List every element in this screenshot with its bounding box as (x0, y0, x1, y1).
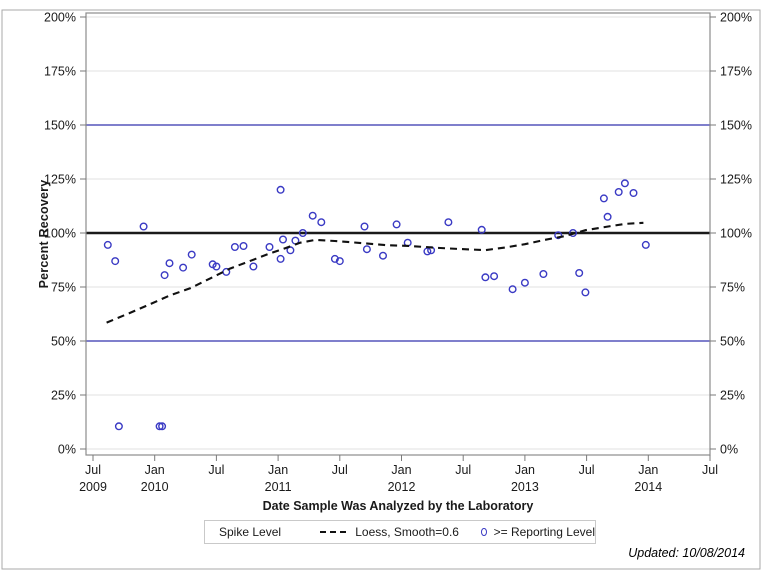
legend-loess-label: Loess, Smooth=0.6 (355, 525, 459, 539)
plot-frame (85, 12, 711, 456)
circle-marker-icon (480, 528, 487, 536)
legend-spike-level-label: Spike Level (219, 525, 282, 539)
scatter-point (362, 245, 371, 254)
scatter-point (629, 188, 638, 197)
scatter-point (276, 254, 285, 263)
scatter-point (308, 211, 317, 220)
x-tick-label-month: Jan (515, 463, 535, 477)
scatter-point (165, 259, 174, 268)
y-tick-label-left: 125% (44, 173, 76, 187)
y-tick-label-right: 200% (720, 11, 752, 25)
x-tick-label-month: Jan (391, 463, 411, 477)
scatter-point (603, 212, 612, 221)
scatter-point (212, 262, 221, 271)
loess-curve (106, 221, 644, 324)
y-tick-label-right: 50% (720, 335, 745, 349)
scatter-point (520, 278, 529, 287)
x-tick-label-month: Jul (208, 463, 224, 477)
scatter-point (581, 288, 590, 297)
x-tick-label-year: 2014 (634, 480, 662, 494)
scatter-point (360, 222, 369, 231)
scatter-point (641, 240, 650, 249)
scatter-point (477, 225, 486, 234)
y-tick-label-right: 175% (720, 65, 752, 79)
scatter-point (179, 263, 188, 272)
scatter-point (330, 254, 339, 263)
scatter-point (620, 179, 629, 188)
scatter-point (392, 220, 401, 229)
x-tick-label-year: 2009 (79, 480, 107, 494)
y-tick-label-right: 125% (720, 173, 752, 187)
scatter-point (554, 231, 563, 240)
y-tick-label-left: 25% (51, 389, 76, 403)
x-tick-label-month: Jan (638, 463, 658, 477)
scatter-point (158, 422, 167, 431)
x-tick-label-year: 2010 (141, 480, 169, 494)
scatter-point (490, 272, 499, 281)
scatter-point (279, 235, 288, 244)
x-tick-label-month: Jul (702, 463, 718, 477)
y-tick-label-left: 175% (44, 65, 76, 79)
scatter-point (569, 228, 578, 237)
scatter-point (160, 271, 169, 280)
legend-reporting-level-label: >= Reporting Level (493, 525, 595, 539)
scatter-point (539, 270, 548, 279)
scatter-point (444, 218, 453, 227)
y-tick-label-right: 150% (720, 119, 752, 133)
x-tick-label-year: 2012 (388, 480, 416, 494)
y-tick-label-left: 150% (44, 119, 76, 133)
x-tick-label-year: 2011 (265, 480, 292, 494)
x-axis-title: Date Sample Was Analyzed by the Laborato… (262, 499, 534, 513)
x-tick-label-month: Jan (268, 463, 288, 477)
scatter-point (111, 257, 120, 266)
x-tick-label-year: 2013 (511, 480, 539, 494)
x-tick-label-month: Jul (455, 463, 471, 477)
scatter-point (230, 242, 239, 251)
scatter-point (103, 240, 112, 249)
scatter-point (187, 250, 196, 259)
scatter-point (575, 269, 584, 278)
scatter-point (599, 194, 608, 203)
x-tick-label-month: Jan (145, 463, 165, 477)
y-tick-label-right: 25% (720, 389, 745, 403)
scatter-point (481, 273, 490, 282)
y-tick-label-right: 75% (720, 281, 745, 295)
scatter-point (614, 187, 623, 196)
x-tick-label-month: Jul (332, 463, 348, 477)
legend: Spike Level Loess, Smooth=0.6 >= Reporti… (204, 520, 596, 544)
y-tick-label-left: 100% (44, 227, 76, 241)
scatter-point (222, 267, 231, 276)
scatter-point (139, 222, 148, 231)
y-tick-label-left: 0% (58, 443, 76, 457)
scatter-point (276, 185, 285, 194)
scatter-point (298, 228, 307, 237)
scatter-point (379, 251, 388, 260)
scatter-point (335, 257, 344, 266)
y-axis-title: Percent Recovery (37, 179, 51, 289)
y-tick-label-right: 100% (720, 227, 752, 241)
y-tick-label-left: 200% (44, 11, 76, 25)
scatter-point (317, 218, 326, 227)
dash-line-icon (320, 531, 350, 533)
y-tick-label-right: 0% (720, 443, 738, 457)
x-tick-label-month: Jul (579, 463, 595, 477)
scatter-point (249, 262, 258, 271)
scatter-point (155, 422, 164, 431)
outer-border (1, 9, 761, 570)
x-tick-label-month: Jul (85, 463, 101, 477)
scatter-point (239, 241, 248, 250)
scatter-point (114, 422, 123, 431)
y-tick-label-left: 75% (51, 281, 76, 295)
updated-note: Updated: 10/08/2014 (628, 546, 745, 560)
scatter-point (265, 242, 274, 251)
y-tick-label-left: 50% (51, 335, 76, 349)
scatter-point (508, 285, 517, 294)
